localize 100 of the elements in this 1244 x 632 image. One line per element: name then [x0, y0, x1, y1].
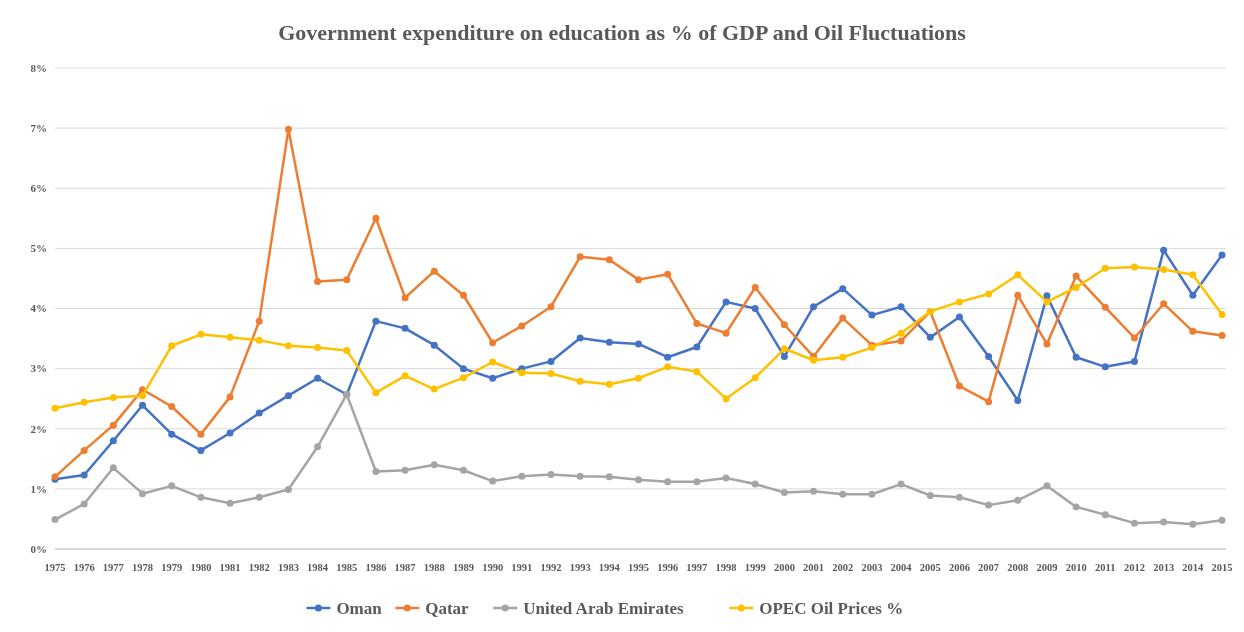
point [401, 324, 409, 332]
point [489, 358, 497, 366]
point [489, 477, 497, 485]
point [109, 464, 117, 472]
x-tick-label: 2007 [978, 562, 1000, 573]
point [1043, 340, 1051, 348]
point [109, 421, 117, 429]
point [576, 253, 584, 261]
point [926, 333, 934, 341]
point [1014, 271, 1022, 279]
point [255, 409, 263, 417]
point [780, 353, 788, 361]
point [1218, 311, 1226, 319]
point [1014, 396, 1022, 404]
point [985, 398, 993, 406]
point [139, 392, 147, 400]
point [547, 303, 555, 311]
x-tick-label: 1999 [744, 562, 766, 573]
point [1130, 334, 1138, 342]
y-tick-label: 1% [30, 482, 47, 495]
point [284, 485, 292, 493]
x-tick-label: 1979 [161, 562, 183, 573]
x-tick-label: 1992 [540, 562, 562, 573]
point [343, 276, 351, 284]
point [401, 372, 409, 380]
point [751, 374, 759, 382]
point [197, 446, 205, 454]
point [926, 491, 934, 499]
point [605, 338, 613, 346]
point [226, 499, 234, 507]
point [1101, 264, 1109, 272]
point [372, 467, 380, 475]
x-tick-label: 1989 [452, 562, 474, 573]
point [518, 472, 526, 480]
point [109, 437, 117, 445]
point [80, 500, 88, 508]
point [1072, 503, 1080, 511]
point [139, 490, 147, 498]
x-tick-label: 1983 [277, 562, 299, 573]
point [1014, 291, 1022, 299]
point [1014, 496, 1022, 504]
point [693, 320, 701, 328]
point [547, 369, 555, 377]
point [518, 322, 526, 330]
x-tick-label: 2003 [861, 562, 883, 573]
point [1160, 300, 1168, 308]
point [518, 369, 526, 377]
point [1189, 327, 1197, 335]
point [751, 480, 759, 488]
point [810, 487, 818, 495]
point [897, 329, 905, 337]
point [955, 382, 963, 390]
point [139, 401, 147, 409]
x-tick-label: 1984 [307, 562, 329, 573]
point [1043, 482, 1051, 490]
point [955, 298, 963, 306]
point [80, 446, 88, 454]
x-tick-label: 2011 [1095, 562, 1116, 573]
point [168, 403, 176, 410]
point [1218, 332, 1226, 340]
point [664, 363, 672, 371]
x-tick-label: 2008 [1007, 562, 1029, 573]
point [780, 321, 788, 329]
point [489, 339, 497, 347]
x-tick-label: 1977 [102, 562, 124, 573]
point [284, 342, 292, 350]
y-tick-label: 7% [30, 121, 47, 134]
point [284, 125, 292, 133]
x-tick-label: 1998 [715, 562, 737, 573]
point [1072, 272, 1080, 280]
point [284, 392, 292, 400]
point [839, 285, 847, 293]
point [401, 294, 409, 302]
point [722, 329, 730, 337]
x-tick-label: 2013 [1153, 562, 1175, 573]
point [1189, 271, 1197, 279]
x-tick-label: 1982 [248, 562, 270, 573]
point [693, 368, 701, 376]
x-tick-label: 2009 [1036, 562, 1058, 573]
x-tick-label: 2010 [1065, 562, 1087, 573]
point [80, 398, 88, 406]
point [897, 303, 905, 311]
x-tick-label: 2002 [832, 562, 854, 573]
point [401, 466, 409, 474]
point [372, 214, 380, 222]
point [722, 474, 730, 482]
y-tick-label: 8% [30, 61, 47, 74]
point [430, 385, 438, 393]
point [722, 298, 730, 306]
point [226, 393, 234, 401]
point [605, 380, 613, 388]
point [1101, 511, 1109, 519]
point [605, 473, 613, 481]
x-tick-label: 1986 [365, 562, 387, 573]
point [635, 276, 642, 284]
point [722, 395, 730, 403]
legend-label: Oman [336, 598, 383, 618]
point [168, 342, 176, 350]
point [955, 493, 963, 501]
point [1160, 518, 1168, 526]
